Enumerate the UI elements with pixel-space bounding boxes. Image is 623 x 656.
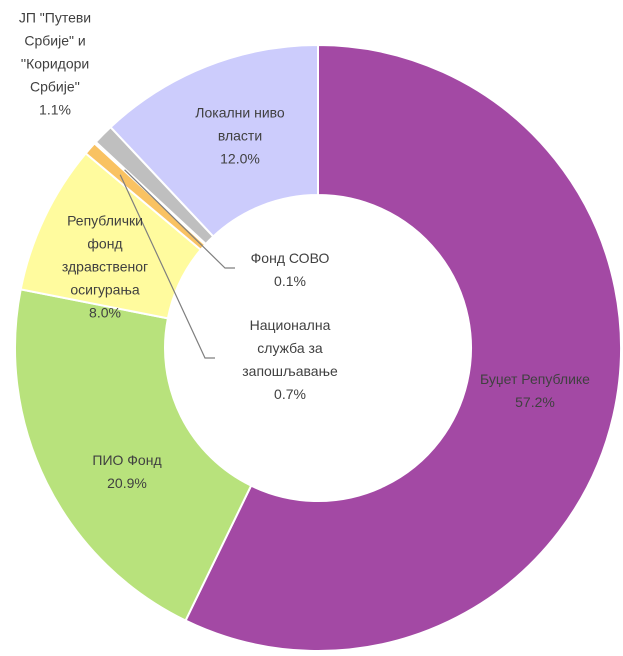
slice bbox=[109, 43, 319, 238]
slice-label: Национална служба за запошљавање 0.7% bbox=[225, 314, 355, 406]
value-label: 12.0% bbox=[220, 150, 260, 167]
value-label: 8.0% bbox=[89, 304, 121, 321]
category-name: ПИО Фонд bbox=[92, 452, 162, 468]
value-label: 1.1% bbox=[39, 101, 71, 118]
value-label: 0.7% bbox=[274, 386, 306, 402]
value-label: 57.2% bbox=[515, 394, 555, 410]
value-label: 0.1% bbox=[274, 273, 306, 289]
category-name: Локални ниво власти bbox=[195, 104, 285, 144]
slice-label: Локални ниво власти 12.0% bbox=[175, 102, 305, 171]
slice bbox=[14, 288, 253, 622]
category-name: Буџет Републике bbox=[480, 371, 590, 387]
slice-label: ПИО Фонд 20.9% bbox=[67, 449, 187, 495]
slice bbox=[184, 43, 622, 652]
value-label: 20.9% bbox=[107, 475, 147, 491]
slice-label: Републички фонд здравственог осигурања 8.… bbox=[50, 210, 160, 325]
slice-label: ЈП "Путеви Србије" и ''Коридори Србије''… bbox=[0, 7, 110, 122]
leader-line bbox=[119, 174, 215, 359]
slice-label: Фонд СОВО 0.1% bbox=[230, 247, 350, 293]
category-name: Фонд СОВО bbox=[250, 250, 330, 266]
category-name: Републички фонд здравственог осигурања bbox=[61, 212, 149, 298]
slice-label: Буџет Републике 57.2% bbox=[475, 368, 595, 414]
category-name: Национална служба за запошљавање bbox=[242, 317, 338, 379]
leader-line bbox=[124, 169, 235, 269]
category-name: ЈП "Путеви Србије" и ''Коридори Србије'' bbox=[18, 9, 92, 95]
